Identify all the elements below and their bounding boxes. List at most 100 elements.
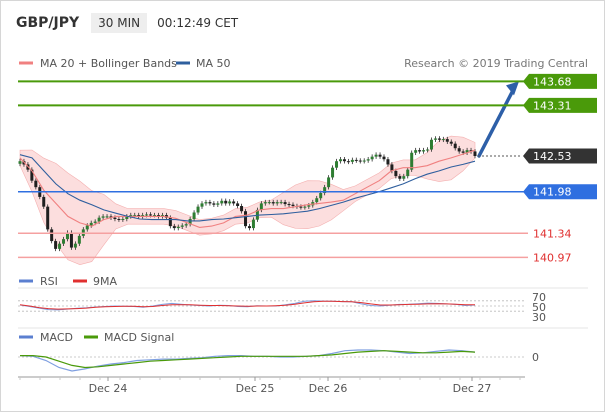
candle-body bbox=[153, 215, 157, 217]
candle-body bbox=[386, 159, 390, 165]
candle-body bbox=[54, 241, 58, 249]
candle-body bbox=[117, 218, 121, 220]
candle-body bbox=[97, 217, 101, 222]
candle-body bbox=[437, 138, 441, 140]
candle-body bbox=[465, 150, 469, 153]
candle-body bbox=[410, 152, 414, 170]
macd-tick-0: 0 bbox=[532, 351, 539, 364]
candle-body bbox=[216, 203, 220, 205]
x-tick-label: Dec 24 bbox=[89, 382, 128, 395]
candle-body bbox=[200, 203, 204, 207]
candle-body bbox=[418, 150, 422, 152]
candle-body bbox=[236, 203, 240, 207]
candle-body bbox=[426, 149, 430, 151]
candle-body bbox=[109, 216, 113, 218]
candle-body bbox=[327, 177, 331, 188]
candle-body bbox=[422, 150, 426, 152]
candle-body bbox=[382, 156, 386, 160]
candle-body bbox=[259, 203, 263, 210]
candle-body bbox=[346, 161, 350, 163]
candle-body bbox=[461, 151, 465, 153]
candle-body bbox=[275, 202, 279, 204]
candle-body bbox=[73, 243, 77, 248]
price-panel bbox=[18, 81, 519, 266]
level-label-140.97: 140.97 bbox=[533, 251, 572, 264]
level-label-141.34: 141.34 bbox=[533, 227, 572, 240]
x-tick-label: Dec 25 bbox=[236, 382, 275, 395]
candle-body bbox=[287, 204, 291, 206]
rsi-9ma-line bbox=[19, 300, 475, 310]
candle-body bbox=[89, 222, 93, 226]
candle-body bbox=[208, 202, 212, 204]
timeframe-badge[interactable]: 30 MIN bbox=[91, 13, 148, 33]
rsi-ma-legend-label: 9MA bbox=[93, 275, 117, 288]
candle-body bbox=[176, 226, 180, 229]
level-label-143.68: 143.68 bbox=[533, 75, 572, 88]
candle-body bbox=[374, 154, 378, 157]
candle-body bbox=[362, 160, 366, 162]
candle-body bbox=[62, 239, 66, 244]
candle-body bbox=[267, 202, 271, 204]
projection-arrow-head bbox=[506, 81, 519, 96]
candle-body bbox=[113, 217, 117, 219]
bollinger-band bbox=[19, 135, 476, 266]
candle-body bbox=[366, 159, 370, 161]
candle-body bbox=[129, 215, 133, 217]
candle-body bbox=[85, 225, 89, 230]
rsi-panel bbox=[18, 300, 525, 312]
copyright-text: Research © 2019 Trading Central bbox=[404, 57, 588, 70]
candle-body bbox=[121, 218, 125, 220]
candle-body bbox=[149, 214, 153, 216]
candle-body bbox=[145, 214, 149, 216]
candle-body bbox=[354, 159, 358, 161]
rsi-tick-70: 70 bbox=[532, 291, 546, 304]
candle-body bbox=[212, 203, 216, 205]
candle-body bbox=[18, 161, 22, 164]
candle-body bbox=[323, 187, 327, 194]
projection-arrow-shaft bbox=[477, 88, 515, 158]
ma-bb-legend-label: MA 20 + Bollinger Bands bbox=[40, 57, 177, 70]
candle-body bbox=[338, 159, 342, 162]
ma50-legend-label: MA 50 bbox=[196, 57, 231, 70]
candle-body bbox=[232, 201, 236, 204]
candle-body bbox=[137, 215, 141, 217]
candle-body bbox=[469, 150, 473, 152]
candle-body bbox=[244, 211, 248, 227]
candle-body bbox=[394, 170, 398, 177]
candle-body bbox=[449, 141, 453, 144]
candle-body bbox=[315, 198, 319, 203]
x-tick-label: Dec 26 bbox=[309, 382, 348, 395]
ma50-line bbox=[19, 154, 476, 222]
candle-body bbox=[342, 159, 346, 162]
rsi-tick-50: 50 bbox=[532, 301, 546, 314]
candle-body bbox=[93, 221, 97, 223]
candle-body bbox=[204, 202, 208, 204]
candle-body bbox=[370, 156, 374, 160]
candle-body bbox=[441, 139, 445, 141]
candle-body bbox=[105, 216, 109, 218]
level-label-142.53: 142.53 bbox=[533, 150, 572, 163]
candle-body bbox=[433, 138, 437, 140]
candle-body bbox=[251, 219, 255, 229]
candle-body bbox=[188, 218, 192, 225]
candle-body bbox=[271, 202, 275, 204]
level-flag-143.31 bbox=[523, 97, 597, 113]
candle-body bbox=[77, 235, 81, 244]
level-flag-142.53 bbox=[523, 148, 597, 164]
candle-body bbox=[160, 215, 164, 217]
candle-body bbox=[42, 196, 46, 207]
candle-body bbox=[390, 164, 394, 171]
candle-body bbox=[50, 229, 54, 242]
level-label-143.31: 143.31 bbox=[533, 99, 572, 112]
candle-body bbox=[101, 216, 105, 218]
candle-body bbox=[350, 159, 354, 162]
candle-body bbox=[240, 206, 244, 212]
candle-body bbox=[156, 215, 160, 217]
price-levels: 143.68 143.31 142.53 141.98 141.34 140.97 bbox=[18, 73, 597, 264]
candle-body bbox=[299, 206, 303, 208]
candle-body bbox=[358, 160, 362, 162]
candle-body bbox=[224, 200, 228, 204]
candle-body bbox=[133, 215, 137, 217]
macd-legend-label: MACD bbox=[40, 331, 73, 344]
